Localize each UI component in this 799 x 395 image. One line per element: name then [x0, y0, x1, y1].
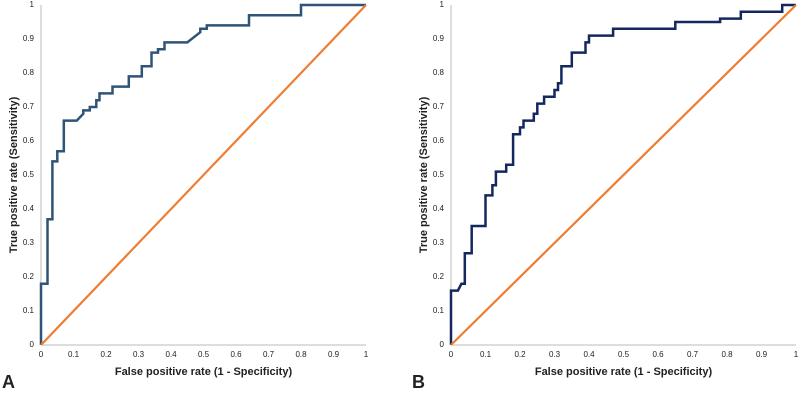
x-tick-label: 0: [39, 350, 44, 359]
y-tick-label: 0.1: [433, 306, 445, 315]
x-tick-label: 1: [794, 350, 799, 359]
y-tick-label: 0.8: [23, 68, 35, 77]
y-tick-label: 0.5: [23, 170, 35, 179]
x-tick-label: 0.9: [328, 350, 340, 359]
panel-label: B: [412, 372, 425, 392]
y-tick-label: 1: [440, 0, 445, 9]
x-tick-label: 0.1: [480, 350, 492, 359]
y-tick-label: 0.3: [433, 238, 445, 247]
y-tick-label: 0.5: [433, 170, 445, 179]
y-tick-label: 0.8: [433, 68, 445, 77]
y-tick-label: 0.2: [433, 272, 445, 281]
y-tick-label: 0.6: [433, 136, 445, 145]
y-tick-label: 0.7: [433, 102, 445, 111]
x-axis-title: False positive rate (1 - Specificity): [115, 366, 293, 378]
y-tick-label: 0: [440, 340, 445, 349]
x-tick-label: 0.5: [198, 350, 210, 359]
y-tick-label: 0.9: [433, 34, 445, 43]
x-tick-label: 0: [449, 350, 454, 359]
panel-label: A: [2, 372, 15, 392]
y-axis-title: True positive rate (Sensitivity): [418, 96, 430, 253]
x-tick-label: 0.1: [68, 350, 80, 359]
y-tick-label: 0.6: [23, 136, 35, 145]
x-tick-label: 0.2: [100, 350, 112, 359]
y-tick-label: 0.7: [23, 102, 35, 111]
x-tick-label: 0.4: [583, 350, 595, 359]
x-tick-label: 0.5: [618, 350, 630, 359]
x-tick-label: 0.7: [263, 350, 275, 359]
x-tick-label: 0.6: [652, 350, 664, 359]
roc-line: [40, 4, 367, 346]
y-tick-label: 0: [30, 340, 35, 349]
y-tick-label: 0.1: [23, 306, 35, 315]
x-tick-label: 0.6: [230, 350, 242, 359]
x-tick-label: 0.8: [721, 350, 733, 359]
x-tick-label: 0.7: [687, 350, 699, 359]
x-tick-label: 1: [364, 350, 369, 359]
x-tick-label: 0.2: [514, 350, 526, 359]
x-axis-title: False positive rate (1 - Specificity): [535, 366, 713, 378]
x-tick-label: 0.9: [756, 350, 768, 359]
x-tick-label: 0.4: [165, 350, 177, 359]
roc-line: [449, 3, 796, 345]
y-tick-label: 0.3: [23, 238, 35, 247]
y-tick-label: 0.2: [23, 272, 35, 281]
y-axis-title: True positive rate (Sensitivity): [8, 96, 20, 253]
y-tick-label: 0.9: [23, 34, 35, 43]
y-tick-label: 0.4: [23, 204, 35, 213]
y-tick-label: 1: [30, 0, 35, 9]
roc-line: [450, 4, 797, 346]
roc-line: [39, 3, 366, 345]
x-tick-label: 0.8: [295, 350, 307, 359]
x-tick-label: 0.3: [549, 350, 561, 359]
x-tick-label: 0.3: [133, 350, 145, 359]
y-tick-label: 0.4: [433, 204, 445, 213]
